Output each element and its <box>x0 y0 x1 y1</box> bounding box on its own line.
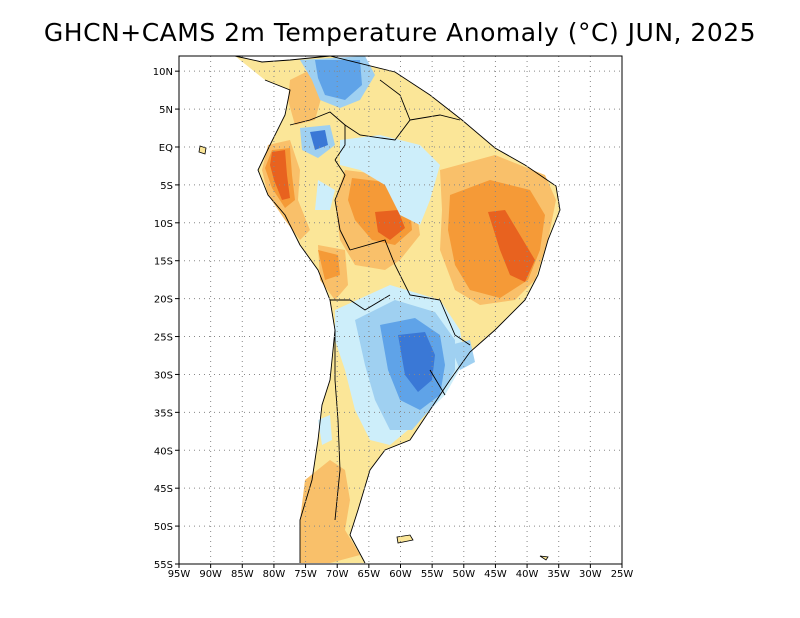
longitude-tick-label: 45W <box>484 569 507 580</box>
longitude-tick-label: 40W <box>516 569 539 580</box>
longitude-tick-label: 85W <box>231 569 254 580</box>
cool-region-amazon <box>340 135 440 225</box>
longitude-tick-label: 35W <box>547 569 570 580</box>
latitude-tick-label: 15S <box>154 257 173 268</box>
latitude-tick-label: 5S <box>160 181 173 192</box>
longitude-tick-label: 95W <box>168 569 191 580</box>
hot-spot-southwest-amazon <box>375 210 405 240</box>
latitude-tick-label: 40S <box>154 446 173 457</box>
longitude-tick-label: 60W <box>389 569 412 580</box>
longitude-tick-label: 55W <box>421 569 444 580</box>
longitude-tick-label: 30W <box>579 569 602 580</box>
latitude-tick-label: 55S <box>154 560 173 571</box>
longitude-tick-label: 80W <box>263 569 286 580</box>
latitude-tick-label: 30S <box>154 370 173 381</box>
coastlines-and-borders <box>234 55 561 564</box>
latitude-tick-label: 25S <box>154 333 173 344</box>
anomaly-field <box>235 56 560 563</box>
longitude-tick-label: 70W <box>326 569 349 580</box>
longitude-tick-label: 65W <box>358 569 381 580</box>
hot-spot-ecuador-coast <box>270 150 290 200</box>
latitude-tick-label: 45S <box>154 484 173 495</box>
longitude-tick-label: 75W <box>294 569 317 580</box>
latitude-tick-label: 50S <box>154 522 173 533</box>
cool-region-peru-amazon <box>315 180 335 210</box>
cool-region-chile-central <box>318 415 332 445</box>
map-title: GHCN+CAMS 2m Temperature Anomaly (°C) JU… <box>43 18 757 47</box>
latitude-tick-label: 10N <box>153 67 173 78</box>
latitude-tick-label: 5N <box>159 105 173 116</box>
strongest-cool-uruguay <box>398 332 435 392</box>
longitude-axis: 95W 90W 85W 80W 75W 70W 65W 60W 55W 50W 45W 40W 35W 3… <box>168 564 634 580</box>
longitude-tick-label: 25W <box>611 569 634 580</box>
longitude-tick-label: 50W <box>452 569 475 580</box>
hot-spot-east-brazil <box>488 210 535 282</box>
cool-spot-southern-brazil <box>450 340 475 370</box>
strong-cool-colombia <box>310 130 328 150</box>
strong-cool-venezuela <box>315 60 362 100</box>
latitude-tick-label: 20S <box>154 295 173 306</box>
longitude-tick-label: 90W <box>199 569 222 580</box>
latitude-tick-label: 10S <box>154 219 173 230</box>
warm-region-paraguay <box>318 250 340 280</box>
latitude-tick-label: EQ <box>159 143 173 154</box>
latitude-tick-label: 35S <box>154 408 173 419</box>
latitude-axis: 10N 5N EQ 5S 10S 15S 20S 25S 30S 35S 40S 45S 50S 55S <box>153 67 179 571</box>
warm-region-patagonia <box>300 460 360 563</box>
